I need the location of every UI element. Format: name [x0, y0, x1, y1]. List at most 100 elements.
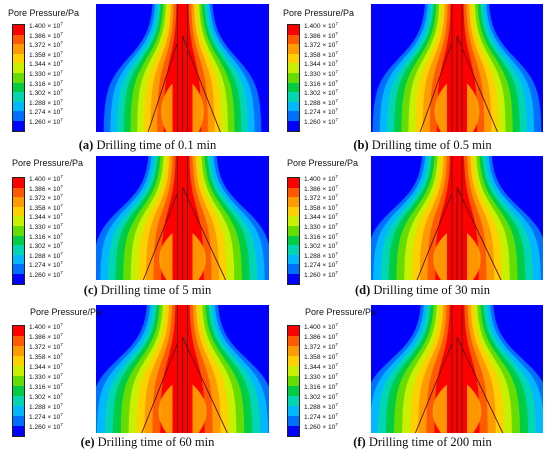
legend-swatch — [288, 264, 299, 274]
legend-swatch — [288, 235, 299, 246]
legend-label: 1.260 × 107 — [29, 270, 63, 279]
panel-c: Pore Pressure/Pa 1.400 × 107 1.386 × 107 1.… — [6, 156, 269, 304]
legend-label: 1.400 × 107 — [29, 174, 63, 183]
legend-label: 1.316 × 107 — [29, 78, 63, 88]
pore-pressure-contour — [96, 156, 269, 280]
contour-plot-e — [96, 305, 269, 433]
legend-swatch — [288, 346, 299, 356]
caption-f: (f) Drilling time of 200 min — [353, 435, 492, 449]
legend-b: Pore Pressure/Pa 1.400 × 107 1.386 × 107 1.… — [281, 4, 371, 132]
pressure-lobe — [192, 232, 206, 280]
legend-label: 1.274 × 107 — [304, 412, 338, 421]
fracture-line — [456, 35, 498, 132]
legend-label: 1.372 × 107 — [304, 40, 338, 50]
legend-label: 1.302 × 107 — [29, 241, 63, 251]
pressure-lobe — [159, 232, 173, 280]
legend-label: 1.274 × 107 — [29, 107, 63, 117]
legend-label: 1.372 × 107 — [304, 193, 338, 203]
legend-title: Pore Pressure/Pa — [30, 307, 102, 317]
fracture-line — [142, 193, 178, 280]
legend-a: Pore Pressure/Pa 1.400 × 107 1.386 × 107 1.… — [6, 4, 96, 132]
pore-pressure-contour — [96, 4, 269, 132]
legend-swatch — [13, 356, 24, 366]
legend-color-scale — [287, 24, 300, 132]
legend-swatch — [288, 376, 299, 386]
legend-label: 1.316 × 107 — [304, 78, 338, 88]
legend-swatch — [13, 63, 24, 73]
legend-label: 1.358 × 107 — [29, 352, 63, 361]
legend-label: 1.302 × 107 — [304, 241, 338, 251]
legend-swatch — [13, 53, 24, 64]
pressure-lobe — [192, 384, 207, 433]
legend-swatch — [13, 426, 24, 436]
fracture-line — [182, 336, 228, 433]
legend-label: 1.288 × 107 — [304, 97, 338, 107]
pressure-lobe — [467, 83, 480, 132]
legend-swatch — [13, 406, 24, 416]
legend-label: 1.316 × 107 — [29, 231, 63, 241]
contour-plot-b — [371, 4, 543, 132]
legend-swatch — [13, 82, 24, 93]
legend-swatch — [13, 197, 24, 207]
legend-label: 1.358 × 107 — [304, 202, 338, 212]
legend-label: 1.344 × 107 — [304, 212, 338, 222]
legend-swatch — [13, 120, 24, 131]
legend-swatch — [288, 187, 299, 198]
legend-swatch — [13, 346, 24, 356]
legend-label: 1.316 × 107 — [29, 382, 63, 391]
legend-label: 1.330 × 107 — [29, 69, 63, 78]
fracture-line — [456, 186, 502, 280]
legend-color-scale — [12, 24, 25, 132]
legend-title: Pore Pressure/Pa — [8, 8, 80, 18]
legend-swatch — [13, 72, 24, 83]
fracture-line — [141, 343, 178, 433]
legend-swatch — [288, 120, 299, 131]
legend-swatch — [288, 416, 299, 426]
legend-swatch — [13, 235, 24, 246]
legend-swatch — [13, 225, 24, 236]
legend-swatch — [13, 366, 24, 376]
legend-label: 1.302 × 107 — [29, 392, 63, 401]
legend-title: Pore Pressure/Pa — [305, 307, 377, 317]
legend-label: 1.274 × 107 — [304, 260, 338, 270]
legend-label: 1.330 × 107 — [304, 222, 338, 231]
legend-label: 1.274 × 107 — [29, 260, 63, 270]
legend-label: 1.330 × 107 — [304, 372, 338, 381]
pressure-lobe — [433, 232, 447, 280]
caption-b: (b) Drilling time of 0.5 min — [353, 138, 492, 152]
legend-label: 1.344 × 107 — [304, 59, 338, 69]
legend-label: 1.386 × 107 — [29, 332, 63, 341]
legend-label: 1.400 × 107 — [304, 322, 338, 331]
pressure-lobe — [158, 384, 173, 433]
legend-swatch — [288, 34, 299, 45]
legend-swatch — [13, 245, 24, 255]
legend-swatch — [288, 101, 299, 112]
legend-label: 1.358 × 107 — [29, 49, 63, 59]
legend-swatch — [288, 273, 299, 284]
panel-b: Pore Pressure/Pa 1.400 × 107 1.386 × 107 1.… — [281, 4, 544, 159]
legend-label: 1.372 × 107 — [29, 40, 63, 50]
legend-swatch — [288, 216, 299, 226]
legend-swatch — [13, 326, 24, 336]
pore-pressure-contour — [96, 305, 269, 433]
legend-label: 1.344 × 107 — [304, 362, 338, 371]
legend-swatch — [13, 376, 24, 386]
fracture-line — [182, 186, 227, 280]
legend-color-scale — [287, 325, 300, 437]
legend-label: 1.330 × 107 — [29, 372, 63, 381]
legend-swatch — [288, 396, 299, 406]
fracture-line — [419, 42, 453, 132]
legend-swatch — [288, 426, 299, 436]
panel-a: Pore Pressure/Pa 1.400 × 107 1.386 × 107 1.… — [6, 4, 269, 159]
legend-swatch — [288, 197, 299, 207]
legend-swatch — [13, 34, 24, 45]
legend-label: 1.386 × 107 — [304, 332, 338, 341]
legend-label: 1.316 × 107 — [304, 382, 338, 391]
legend-label: 1.302 × 107 — [304, 392, 338, 401]
legend-label: 1.288 × 107 — [29, 97, 63, 107]
legend-color-scale — [287, 177, 300, 285]
pressure-lobe — [467, 384, 482, 433]
legend-label: 1.274 × 107 — [29, 412, 63, 421]
legend-swatch — [13, 44, 24, 54]
legend-c: Pore Pressure/Pa 1.400 × 107 1.386 × 107 1.… — [6, 156, 96, 285]
